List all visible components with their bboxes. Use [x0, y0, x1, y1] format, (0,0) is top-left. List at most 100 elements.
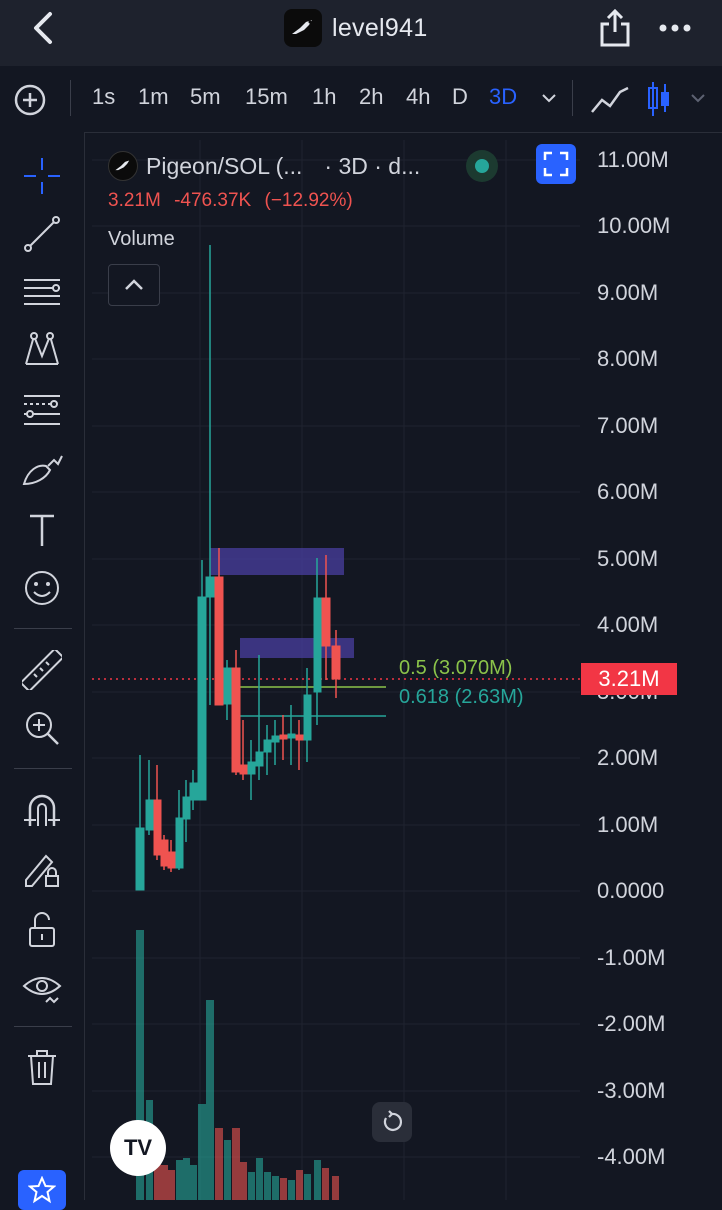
text-tool[interactable] — [18, 508, 66, 552]
axis-label: -4.00M — [597, 1144, 666, 1169]
text-icon — [30, 514, 54, 546]
line-chart-icon[interactable] — [590, 84, 630, 116]
fullscreen-button[interactable] — [536, 144, 576, 184]
drawing-toolbar — [0, 132, 85, 1200]
pencil-lock-icon — [25, 854, 59, 887]
tf-2h[interactable]: 2h — [359, 84, 384, 109]
magnet-icon — [24, 794, 60, 826]
candles — [135, 245, 341, 891]
close-value: 3.21M — [108, 190, 161, 211]
chevron-down-icon[interactable] — [690, 92, 706, 104]
volume-bars — [136, 930, 339, 1200]
symbol-pair[interactable]: Pigeon/SOL (... — [146, 152, 303, 179]
visibility-tool[interactable] — [18, 966, 66, 1010]
grid-horizontal — [92, 159, 580, 1158]
volume-indicator-label[interactable]: Volume — [108, 228, 175, 250]
page-title: level941 — [332, 13, 428, 42]
pattern-icon — [25, 332, 59, 365]
axis-label: 4.00M — [597, 612, 659, 637]
market-status-icon[interactable] — [466, 150, 498, 182]
header-title-group: level941 — [284, 8, 428, 48]
axis-label: 0.0000 — [597, 878, 665, 903]
ruler-icon — [22, 650, 62, 690]
refresh-icon — [383, 1110, 403, 1131]
collapse-legend-button[interactable] — [108, 264, 160, 306]
back-icon[interactable] — [26, 10, 60, 46]
pigeon-logo-icon — [284, 9, 322, 47]
axis-label: 8.00M — [597, 346, 659, 371]
eye-icon — [22, 977, 62, 1004]
ohlc-readout: 3.21M -476.37K (−12.92%) — [108, 190, 361, 212]
trendline-tool[interactable] — [18, 212, 66, 256]
supply-zone-upper[interactable] — [210, 548, 344, 575]
tf-1m[interactable]: 1m — [138, 84, 169, 109]
axis-label: -2.00M — [597, 1011, 666, 1036]
ruler-tool[interactable] — [18, 648, 66, 692]
delete-tool[interactable] — [18, 1046, 66, 1090]
toolbar-divider — [14, 768, 72, 769]
unlock-tool[interactable] — [18, 908, 66, 952]
symbol-meta: · 3D · d... — [324, 152, 421, 179]
change-percent: (−12.92%) — [264, 190, 353, 211]
change-value: -476.37K — [174, 190, 252, 211]
axis-label: -3.00M — [597, 1078, 666, 1103]
axis-label: 2.00M — [597, 745, 659, 770]
pattern-tool[interactable] — [18, 328, 66, 372]
axis-label: 1.00M — [597, 812, 659, 837]
axis-label: 11.00M — [597, 147, 669, 172]
zoom-in-tool[interactable] — [18, 706, 66, 750]
chevron-up-icon — [125, 279, 143, 290]
axis-label: -1.00M — [597, 945, 666, 970]
fib-retracement-tool[interactable] — [18, 270, 66, 314]
fib-label-0.5[interactable]: 0.5 (3.070M) — [399, 657, 513, 679]
share-icon[interactable] — [598, 8, 632, 48]
current-price-tag: 3.21M — [581, 663, 677, 695]
magnet-tool[interactable] — [18, 788, 66, 832]
zoom-in-icon — [26, 712, 59, 745]
chart-legend[interactable]: Pigeon/SOL (... · 3D · d... — [108, 148, 420, 184]
unlock-icon — [29, 912, 55, 947]
brush-icon — [22, 455, 63, 486]
lock-drawings-tool[interactable] — [18, 848, 66, 892]
axis-label: 9.00M — [597, 280, 659, 305]
grid-vertical — [199, 140, 507, 1200]
tradingview-logo[interactable]: TV — [110, 1120, 166, 1176]
top-bar: level941 — [0, 0, 722, 66]
timeframe-bar: 1s 1m 5m 15m 1h 2h 4h D 3D — [0, 66, 722, 133]
tf-15m[interactable]: 15m — [245, 84, 288, 109]
fib-lines-icon — [24, 279, 60, 305]
reset-chart-button[interactable] — [372, 1102, 412, 1142]
toolbar-divider — [14, 628, 72, 629]
divider — [70, 80, 71, 116]
symbol-logo-icon — [108, 151, 138, 181]
chevron-down-icon[interactable] — [541, 92, 557, 104]
smiley-icon — [25, 571, 59, 605]
more-options-icon[interactable] — [658, 14, 692, 42]
star-icon — [28, 1176, 56, 1204]
tf-d[interactable]: D — [452, 84, 468, 109]
emoji-tool[interactable] — [18, 566, 66, 610]
fib-label-0.618[interactable]: 0.618 (2.63M) — [399, 686, 524, 708]
crosshair-icon — [24, 158, 60, 194]
tf-5m[interactable]: 5m — [190, 84, 221, 109]
tf-3d[interactable]: 3D — [489, 84, 518, 109]
axis-label: 6.00M — [597, 479, 659, 504]
brush-tool[interactable] — [18, 448, 66, 492]
add-plus-icon[interactable] — [14, 84, 46, 116]
axis-label: 7.00M — [597, 413, 659, 438]
trendline-icon — [24, 216, 60, 252]
tf-1s[interactable]: 1s — [92, 84, 116, 109]
trash-icon — [28, 1050, 56, 1085]
favorites-button[interactable] — [18, 1170, 66, 1210]
tf-4h[interactable]: 4h — [406, 84, 431, 109]
toolbar-divider — [14, 1026, 72, 1027]
fullscreen-icon — [543, 151, 569, 177]
divider — [572, 80, 573, 116]
forecast-icon — [24, 395, 60, 425]
axis-label: 10.00M — [597, 213, 671, 238]
candlestick-icon[interactable] — [646, 80, 672, 118]
tf-1h[interactable]: 1h — [312, 84, 337, 109]
crosshair-tool[interactable] — [18, 154, 66, 198]
axis-label: 5.00M — [597, 546, 659, 571]
forecast-tool[interactable] — [18, 388, 66, 432]
